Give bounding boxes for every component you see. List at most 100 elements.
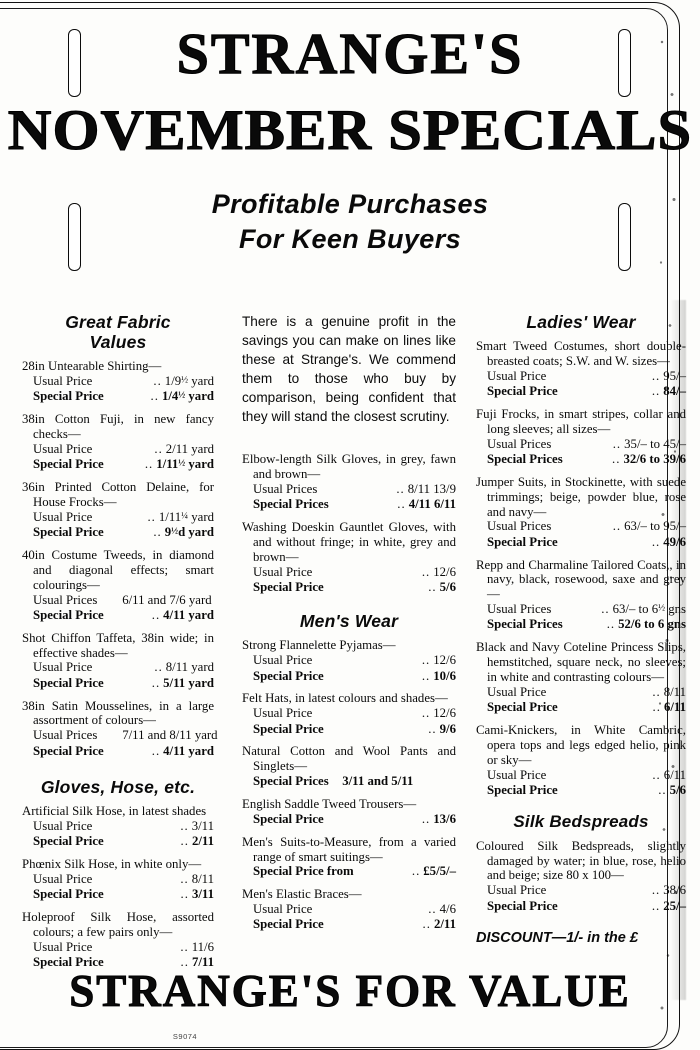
- price-label: Special Price: [33, 675, 104, 690]
- price-value: 1/11½ yard: [156, 457, 214, 472]
- usual-price-row: Usual Price.. 11/6: [22, 940, 214, 955]
- special-price-row: Special Price.. 4/11 yard: [22, 608, 214, 623]
- special-price-row: Special Price.. 3/11: [22, 887, 214, 902]
- usual-price-row: Usual Price.. 2/11 yard: [22, 442, 214, 457]
- price-label: Special Price: [33, 834, 104, 849]
- price-value: 12/6: [433, 653, 456, 668]
- offer-item: Black and Navy Coteline Princess Slips, …: [476, 640, 686, 715]
- special-price-row: Special Price.. 10/6: [242, 669, 456, 684]
- leader-dots: ..: [180, 834, 189, 849]
- offer-item: Repp and Charmaline Tailored Coats,, in …: [476, 558, 686, 633]
- ornament-rule-top-left: [68, 29, 81, 97]
- subtitle-line-1: Profitable Purchases: [211, 188, 489, 219]
- offer-item: Smart Tweed Costumes, short double-breas…: [476, 339, 686, 399]
- column-left: Great Fabric Values 28in Untearable Shir…: [0, 312, 232, 969]
- offer-item: Artificial Silk Hose, in latest shades Us…: [22, 804, 214, 850]
- section-heading-mens-wear: Men's Wear: [299, 611, 399, 632]
- offer-item: Fuji Frocks, in smart stripes, collar an…: [476, 407, 686, 467]
- price-value: 12/6: [433, 706, 456, 721]
- price-label: Special Price: [487, 782, 558, 797]
- price-label: Special Price: [33, 607, 104, 622]
- price-label: Special Price: [253, 579, 324, 594]
- offer-description: 28in Untearable Shirting—: [22, 359, 162, 374]
- leader-dots: ..: [601, 602, 610, 617]
- special-price-row: Special Price from.. £5/5/–: [242, 864, 456, 879]
- offer-description: 40in Costume Tweeds, in diamond and diag…: [22, 548, 214, 592]
- leader-dots: ..: [421, 811, 431, 826]
- special-price-row: Special Price.. 2/11: [22, 834, 214, 849]
- offer-description: Artificial Silk Hose, in latest shades: [22, 804, 207, 819]
- special-price-row: Special Price.. 5/11 yard: [22, 676, 214, 691]
- promo-title: NOVEMBER SPECIALS: [7, 98, 693, 162]
- special-price-row: Special Price.. 49/6: [476, 535, 686, 550]
- leader-dots: ..: [651, 534, 661, 549]
- price-label: Usual Prices: [487, 519, 552, 534]
- price-value: 4/6: [439, 902, 456, 917]
- price-value: 12/6: [433, 564, 456, 579]
- gloves-mid-item-list: Elbow-length Silk Gloves, in grey, fawn …: [242, 452, 456, 595]
- offer-item: English Saddle Tweed Trousers— Special Pr…: [242, 797, 456, 827]
- offer-item: 38in Cotton Fuji, in new fancy checks— Us…: [22, 412, 214, 472]
- fabrics-heading-line2: Values: [89, 332, 147, 353]
- leader-dots: ..: [651, 898, 661, 913]
- offer-description: Black and Navy Coteline Princess Slips, …: [476, 640, 686, 684]
- price-value: 4/11 yard: [163, 607, 214, 622]
- price-label: Special Price: [487, 700, 558, 715]
- offer-description: Strong Flannelette Pyjamas—: [242, 638, 396, 653]
- offer-description: Men's Elastic Braces—: [242, 887, 362, 902]
- usual-price-row: Usual Price.. 8/11 yard: [22, 660, 214, 675]
- offer-description: Jumper Suits, in Stockinette, with suede…: [476, 474, 686, 519]
- offer-item: Elbow-length Silk Gloves, in grey, fawn …: [242, 452, 456, 512]
- special-price-row: Special Price.. 13/6: [242, 812, 456, 827]
- price-value: 10/6: [433, 668, 456, 683]
- leader-dots: ..: [612, 519, 622, 534]
- price-label: Usual Price: [33, 939, 93, 954]
- price-value: 5/6: [669, 782, 686, 797]
- ladies-wear-item-list: Smart Tweed Costumes, short double-breas…: [476, 339, 686, 798]
- price-label: Usual Price: [33, 872, 93, 886]
- leader-dots: ..: [652, 684, 661, 699]
- usual-price-row: Usual Price.. 8/11: [22, 872, 214, 887]
- leader-dots: ..: [154, 441, 163, 456]
- content-columns: Great Fabric Values 28in Untearable Shir…: [0, 312, 700, 969]
- offer-item: Shot Chiffon Taffeta, 38in wide; in effe…: [22, 631, 214, 691]
- price-value: 32/6 to 39/6: [623, 452, 686, 467]
- price-label: Special Price: [33, 887, 104, 902]
- price-value: 35/– to 45/–: [624, 436, 686, 451]
- price-value: 95/–: [663, 368, 686, 383]
- mens-wear-item-list: Strong Flannelette Pyjamas— Usual Price..…: [242, 638, 456, 932]
- leader-dots: ..: [147, 509, 156, 524]
- price-value: 7/11: [191, 955, 214, 970]
- section-heading-bedspreads: Silk Bedspreads: [513, 812, 649, 832]
- usual-price-row: Usual Prices 7/11 and 8/11 yard: [22, 728, 218, 743]
- price-label: Special Price: [253, 668, 324, 683]
- masthead: STRANGE'S NOVEMBER SPECIALS Profitable P…: [0, 0, 700, 271]
- price-value: 3/11: [191, 887, 214, 902]
- price-label: Usual Price: [487, 767, 547, 782]
- leader-dots: ..: [428, 579, 437, 594]
- leader-dots: ..: [651, 883, 661, 898]
- price-value: 8/11 13/9: [407, 481, 456, 496]
- special-price-row: Special Price.. 1/4½ yard: [22, 389, 214, 404]
- offer-item: 28in Untearable Shirting— Usual Price.. 1/…: [22, 359, 214, 405]
- leader-dots: ..: [153, 525, 162, 540]
- special-price-row: Special Prices 3/11 and 5/11: [242, 774, 456, 789]
- offer-item: Jumper Suits, in Stockinette, with suede…: [476, 475, 686, 550]
- price-label: Usual Prices: [487, 436, 552, 451]
- leader-dots: ..: [144, 457, 154, 472]
- price-value: 52/6 to 6 gns: [618, 617, 686, 632]
- price-label: Usual Price: [253, 902, 313, 917]
- price-value: 7/11 and 8/11 yard: [122, 728, 218, 743]
- price-value: 84/–: [663, 384, 686, 399]
- price-value: 3/11: [191, 818, 214, 833]
- discount-note: DISCOUNT—1/- in the £: [476, 930, 638, 947]
- special-price-row: Special Prices.. 4/11 6/11: [242, 497, 456, 512]
- offer-description: Elbow-length Silk Gloves, in grey, fawn …: [242, 452, 456, 482]
- column-right: Ladies' Wear Smart Tweed Costumes, short…: [468, 312, 700, 952]
- price-value: 8/11: [191, 872, 214, 886]
- leader-dots: ..: [151, 743, 161, 758]
- leader-dots: ..: [652, 700, 661, 715]
- offer-description: Holeproof Silk Hose, assorted colours; a…: [22, 910, 214, 940]
- price-label: Usual Price: [33, 374, 93, 389]
